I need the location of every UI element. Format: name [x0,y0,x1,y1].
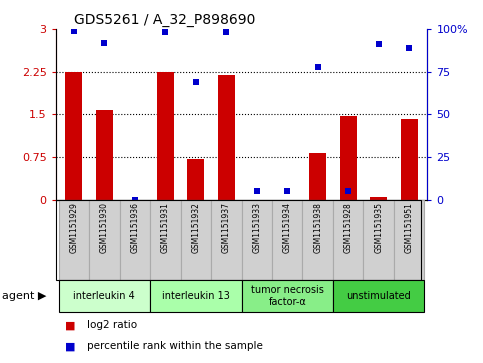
Bar [181,200,211,280]
Text: GDS5261 / A_32_P898690: GDS5261 / A_32_P898690 [74,13,256,26]
Bar [150,280,242,312]
Bar [89,200,120,280]
Text: unstimulated: unstimulated [346,291,411,301]
Bar [333,200,363,280]
Point [314,64,322,69]
Bar [96,110,113,200]
Point [161,29,169,35]
Point [100,40,108,46]
Point [222,29,230,35]
Bar [242,280,333,312]
Point [192,79,199,85]
Text: ■: ■ [65,321,76,330]
Text: GSM1151936: GSM1151936 [130,202,139,253]
Point [131,197,139,203]
Text: interleukin 4: interleukin 4 [73,291,135,301]
Point [284,188,291,194]
Bar [309,153,326,200]
Point [375,41,383,47]
Bar [302,200,333,280]
Point [70,28,78,34]
Point [253,188,261,194]
Bar [157,72,174,200]
Bar [333,280,425,312]
Text: GSM1151928: GSM1151928 [344,202,353,253]
Point [344,188,352,194]
Text: GSM1151937: GSM1151937 [222,202,231,253]
Bar [58,200,89,280]
Bar [66,72,82,200]
Bar [150,200,181,280]
Text: GSM1151933: GSM1151933 [252,202,261,253]
Text: GSM1151951: GSM1151951 [405,202,413,253]
Text: GSM1151938: GSM1151938 [313,202,322,253]
Text: interleukin 13: interleukin 13 [162,291,230,301]
Text: agent ▶: agent ▶ [2,291,47,301]
Bar [401,119,417,200]
Bar [58,280,150,312]
Point [405,45,413,51]
Text: GSM1151932: GSM1151932 [191,202,200,253]
Bar [120,200,150,280]
Bar [187,159,204,200]
Bar [211,200,242,280]
Text: GSM1151930: GSM1151930 [100,202,109,253]
Bar [370,197,387,200]
Text: GSM1151931: GSM1151931 [161,202,170,253]
Text: GSM1151934: GSM1151934 [283,202,292,253]
Text: log2 ratio: log2 ratio [87,321,137,330]
Text: percentile rank within the sample: percentile rank within the sample [87,341,263,351]
Bar [272,200,302,280]
Text: GSM1151929: GSM1151929 [70,202,78,253]
Bar [218,75,235,200]
Bar [340,116,356,200]
Bar [242,200,272,280]
Bar [363,200,394,280]
Text: tumor necrosis
factor-α: tumor necrosis factor-α [251,285,324,307]
Text: GSM1151935: GSM1151935 [374,202,383,253]
Text: ■: ■ [65,341,76,351]
Bar [394,200,425,280]
